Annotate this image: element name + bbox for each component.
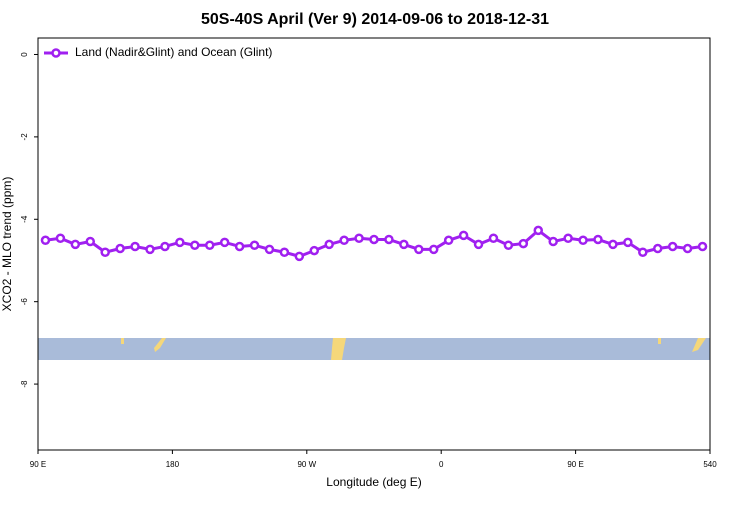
data-point bbox=[339, 235, 349, 246]
ocean-band bbox=[38, 338, 710, 360]
data-point bbox=[264, 244, 275, 255]
y-tick-label: -8 bbox=[20, 380, 29, 388]
data-point bbox=[219, 237, 230, 248]
y-tick-label: -6 bbox=[20, 298, 29, 306]
land-patch bbox=[331, 338, 346, 360]
data-point bbox=[160, 241, 170, 252]
land-patch bbox=[154, 338, 166, 352]
data-point bbox=[40, 235, 51, 246]
data-point bbox=[458, 230, 469, 241]
legend-label: Land (Nadir&Glint) and Ocean (Glint) bbox=[75, 45, 272, 59]
data-point bbox=[578, 235, 588, 246]
data-point bbox=[145, 244, 155, 255]
land-ocean-strip bbox=[38, 338, 710, 360]
land-patch bbox=[658, 338, 661, 344]
x-axis-label: Longitude (deg E) bbox=[326, 475, 421, 489]
data-point bbox=[324, 239, 334, 250]
data-point bbox=[533, 225, 544, 236]
data-point bbox=[697, 241, 708, 252]
x-tick-label: 90 W bbox=[297, 460, 316, 469]
data-point bbox=[652, 243, 663, 254]
x-tick-label: 0 bbox=[439, 460, 444, 469]
data-point bbox=[473, 239, 484, 250]
data-point bbox=[518, 238, 529, 249]
y-axis-label: XCO2 - MLO trend (ppm) bbox=[0, 177, 14, 312]
legend-marker bbox=[51, 48, 61, 58]
data-point bbox=[234, 241, 245, 252]
data-point bbox=[70, 239, 81, 250]
data-point bbox=[190, 240, 200, 250]
data-point bbox=[503, 240, 514, 250]
data-point bbox=[682, 243, 693, 254]
x-tick-label: 90 E bbox=[567, 460, 583, 469]
data-point bbox=[130, 241, 140, 252]
data-point bbox=[204, 240, 215, 250]
data-point bbox=[175, 237, 185, 248]
data-point bbox=[593, 234, 603, 245]
data-point bbox=[563, 233, 573, 243]
data-point bbox=[488, 233, 499, 243]
x-tick-label: 90 E bbox=[30, 460, 46, 469]
chart-title: 50S-40S April (Ver 9) 2014-09-06 to 2018… bbox=[201, 11, 549, 28]
data-point bbox=[100, 247, 110, 257]
data-point bbox=[623, 237, 633, 248]
data-point bbox=[384, 234, 394, 245]
data-point bbox=[414, 244, 424, 255]
data-point bbox=[354, 233, 364, 243]
x-tick-label: 180 bbox=[166, 460, 180, 469]
data-point bbox=[638, 247, 648, 257]
data-point bbox=[428, 244, 439, 255]
data-point bbox=[294, 251, 305, 262]
y-tick-label: -4 bbox=[20, 215, 29, 223]
data-point bbox=[667, 241, 678, 252]
data-point bbox=[548, 236, 558, 247]
land-patch bbox=[692, 338, 706, 352]
data-point bbox=[608, 239, 618, 250]
y-tick-label: -2 bbox=[20, 133, 29, 141]
data-point bbox=[115, 243, 125, 254]
data-point bbox=[249, 240, 260, 250]
data-point bbox=[399, 239, 409, 250]
y-tick-label: 0 bbox=[20, 52, 29, 57]
data-point bbox=[369, 234, 379, 245]
data-point bbox=[443, 235, 454, 246]
plot-frame bbox=[37, 37, 711, 451]
data-point bbox=[279, 247, 290, 257]
data-point bbox=[309, 245, 320, 256]
x-tick-label: 540 bbox=[703, 460, 717, 469]
land-patch bbox=[121, 338, 124, 344]
data-point bbox=[85, 236, 96, 247]
data-point bbox=[55, 233, 66, 243]
